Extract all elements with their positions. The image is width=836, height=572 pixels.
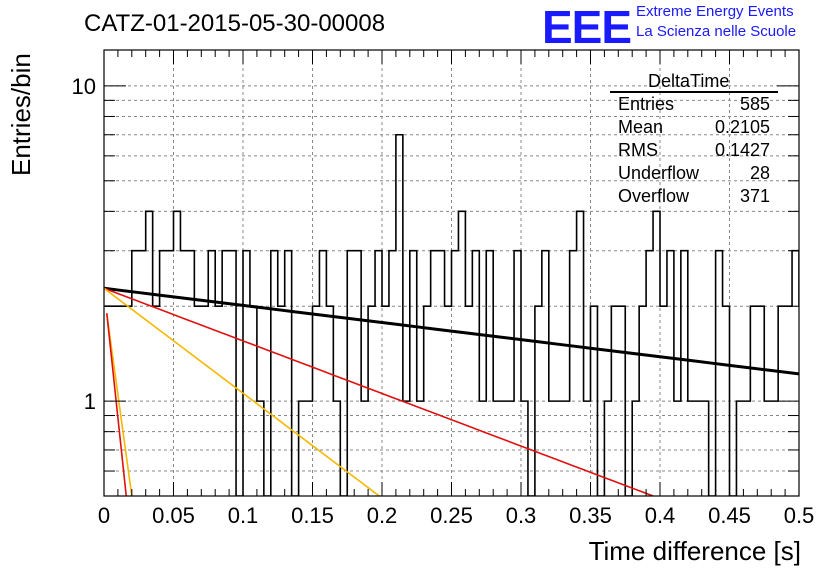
stats-value-entries: 585 xyxy=(739,94,770,114)
stats-label-entries: Entries xyxy=(618,94,675,114)
fit-curve-2 xyxy=(104,287,380,496)
fit-curve-4 xyxy=(105,313,128,496)
x-tick-label: 0.05 xyxy=(152,503,195,528)
logo-line-1: Extreme Energy Events xyxy=(636,3,794,20)
fit-curve-3 xyxy=(105,313,133,496)
x-tick-label: 0.35 xyxy=(569,503,612,528)
stats-label-overflow: Overflow xyxy=(618,186,690,206)
stats-value-overflow: 371 xyxy=(739,186,770,206)
logo-line-2: La Scienza nelle Scuole xyxy=(636,23,797,40)
histogram-line xyxy=(104,133,799,496)
x-tick-label: 0.4 xyxy=(645,503,676,528)
y-tick-label: 10 xyxy=(72,74,96,99)
x-tick-label: 0.25 xyxy=(430,503,473,528)
histogram xyxy=(104,133,799,496)
axis-ticks xyxy=(103,50,800,497)
x-tick-label: 0.45 xyxy=(708,503,751,528)
stats-title-rule xyxy=(610,91,778,93)
x-axis-label: Time difference [s] xyxy=(589,536,801,566)
stats-label-underflow: Underflow xyxy=(618,163,700,183)
y-axis-label: Entries/bin xyxy=(6,53,36,176)
fit-curves xyxy=(104,286,799,496)
x-tick-label: 0.1 xyxy=(228,503,259,528)
run-title: CATZ-01-2015-05-30-00008 xyxy=(84,10,386,37)
stats-value-mean: 0.2105 xyxy=(714,117,770,137)
x-tick-label: 0.2 xyxy=(367,503,398,528)
eee-logo: EEE xyxy=(542,1,632,53)
fit-curve-0 xyxy=(104,286,799,376)
x-tick-label: 0 xyxy=(98,503,110,528)
stats-title: DeltaTime xyxy=(648,71,730,91)
stats-label-rms: RMS xyxy=(618,140,658,160)
stats-label-mean: Mean xyxy=(618,117,664,137)
x-tick-label: 0.3 xyxy=(506,503,537,528)
stats-value-rms: 0.1427 xyxy=(714,140,770,160)
x-tick-label: 0.15 xyxy=(291,503,334,528)
tick-labels: 0 0.05 0.1 0.15 0.2 0.25 0.3 0.35 0.4 0.45 0.5 1 10 xyxy=(72,74,815,528)
fit-curve-1 xyxy=(104,287,654,496)
y-tick-label: 1 xyxy=(84,389,96,414)
x-tick-label: 0.5 xyxy=(784,503,815,528)
stats-value-underflow: 28 xyxy=(749,163,770,183)
